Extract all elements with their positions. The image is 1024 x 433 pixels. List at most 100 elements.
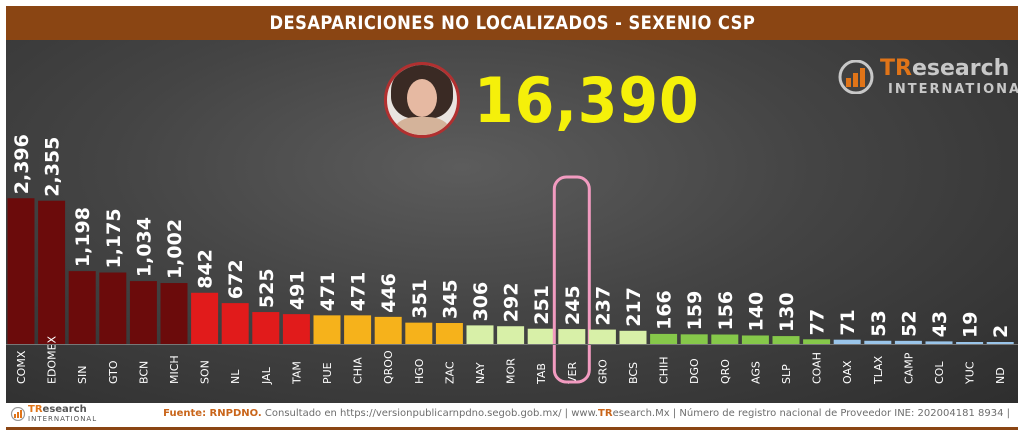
value-label-dgo: 159 <box>684 291 706 331</box>
bar-hgo <box>405 322 433 344</box>
bar-slp <box>772 336 800 344</box>
category-label-nl: NL <box>229 369 242 384</box>
category-label-mor: MOR <box>505 358 518 384</box>
value-label-chih: 166 <box>654 290 676 330</box>
bar-chih <box>650 333 678 344</box>
bar-jal <box>252 312 280 344</box>
value-label-nay: 306 <box>470 282 492 322</box>
bar-camp <box>894 340 922 344</box>
value-label-oax: 71 <box>837 309 859 335</box>
value-label-comx: 2,396 <box>11 134 33 194</box>
footer: TResearch INTERNATIONAL Fuente: RNPDNO. … <box>6 403 1018 430</box>
bar-oax <box>833 339 861 344</box>
chart-title: DESAPARICIONES NO LOCALIZADOS - SEXENIO … <box>269 12 755 34</box>
bar-chia <box>344 315 372 344</box>
category-label-qroo: QROO <box>382 350 395 384</box>
value-label-qro: 156 <box>715 291 737 331</box>
category-label-oax: OAX <box>841 360 854 384</box>
bar-chart: 2,396 COMX 2,355 EDOMEX 1,198 SIN 1,175 GTO 1,03… <box>6 134 1018 385</box>
value-label-tam: 491 <box>286 270 308 310</box>
value-label-mich: 1,002 <box>164 219 186 279</box>
category-label-camp: CAMP <box>902 352 915 384</box>
tresearch-logo: TResearch INTERNATIONAL <box>836 56 1018 100</box>
category-label-col: COL <box>933 361 946 384</box>
category-label-comx: COMX <box>15 350 28 384</box>
avatar <box>384 62 460 138</box>
category-label-tlax: TLAX <box>872 355 885 385</box>
category-label-mich: MICH <box>168 355 181 384</box>
category-label-bcn: BCN <box>137 361 150 384</box>
bar-edomex <box>38 200 66 344</box>
value-label-chia: 471 <box>348 272 370 312</box>
value-label-son: 842 <box>195 249 217 289</box>
bar-son <box>191 292 219 344</box>
source-rest: esearch.Mx | Número de registro nacional… <box>612 408 1010 419</box>
category-label-tab: TAB <box>535 363 548 385</box>
category-label-ver: VER <box>566 362 579 384</box>
value-label-tlax: 53 <box>868 310 890 336</box>
category-label-nay: NAY <box>474 362 487 384</box>
value-label-coah: 77 <box>807 309 829 335</box>
value-label-mor: 292 <box>501 283 523 323</box>
bar-ags <box>741 335 769 344</box>
category-label-chih: CHIH <box>658 357 671 384</box>
logo-name: TResearch <box>880 56 1009 81</box>
value-label-nd: 2 <box>990 325 1012 338</box>
logo-name-rest: esearch <box>911 56 1010 81</box>
value-label-nl: 672 <box>225 259 247 299</box>
footer-logo-icon <box>10 407 26 421</box>
total-value: 16,390 <box>474 63 700 137</box>
footer-logo: TResearch INTERNATIONAL <box>10 404 96 426</box>
bar-col <box>925 341 953 344</box>
bar-dgo <box>680 334 708 344</box>
bar-coah <box>803 339 831 344</box>
bar-mich <box>160 283 188 344</box>
total-block: 16,390 <box>384 60 719 140</box>
bar-chart-logo-icon <box>838 60 874 94</box>
value-label-hgo: 351 <box>409 279 431 319</box>
category-label-jal: JAL <box>260 366 273 385</box>
bar-nd <box>986 342 1014 344</box>
bar-gro <box>588 329 616 344</box>
category-label-edomex: EDOMEX <box>46 335 59 384</box>
category-label-coah: COAH <box>811 352 824 384</box>
bar-bcn <box>129 281 157 344</box>
bar-mor <box>497 326 525 344</box>
bar-tab <box>527 328 555 344</box>
value-label-qroo: 446 <box>378 273 400 313</box>
category-label-slp: SLP <box>780 364 793 384</box>
bar-nl <box>221 303 249 344</box>
category-label-son: SON <box>199 360 212 384</box>
value-label-yuc: 19 <box>960 312 982 338</box>
bar-yuc <box>956 342 984 344</box>
footer-logo-subtitle: INTERNATIONAL <box>28 415 98 423</box>
chart-panel: 2,396 COMX 2,355 EDOMEX 1,198 SIN 1,175 GTO 1,03… <box>6 40 1018 403</box>
category-label-ags: AGS <box>749 361 762 384</box>
avatar-face <box>407 79 437 117</box>
highlight-frame-ver <box>552 175 591 384</box>
bar-zac <box>435 323 463 344</box>
value-label-ver: 245 <box>562 285 584 325</box>
bar-pue <box>313 315 341 344</box>
value-label-gro: 237 <box>592 286 614 326</box>
footer-logo-name: TResearch <box>28 404 87 415</box>
bar-qro <box>711 334 739 344</box>
category-label-tam: TAM <box>290 361 303 385</box>
bar-nay <box>466 325 494 344</box>
bar-tam <box>282 314 310 344</box>
logo-subtitle: INTERNATIONAL <box>888 82 1018 97</box>
bar-sin <box>68 271 96 344</box>
footer-logo-prefix: TR <box>28 404 43 415</box>
value-label-gto: 1,175 <box>103 208 125 268</box>
category-label-dgo: DGO <box>688 358 701 384</box>
avatar-body <box>395 117 449 135</box>
value-label-tab: 251 <box>531 285 553 325</box>
bar-ver <box>558 329 586 344</box>
bar-tlax <box>864 340 892 344</box>
bar-qroo <box>374 316 402 344</box>
value-label-edomex: 2,355 <box>42 137 64 197</box>
logo-name-prefix: TR <box>880 56 912 81</box>
source-label: Fuente: RNPDNO. <box>163 408 262 419</box>
category-label-bcs: BCS <box>627 362 640 384</box>
category-label-yuc: YUC <box>964 361 977 385</box>
